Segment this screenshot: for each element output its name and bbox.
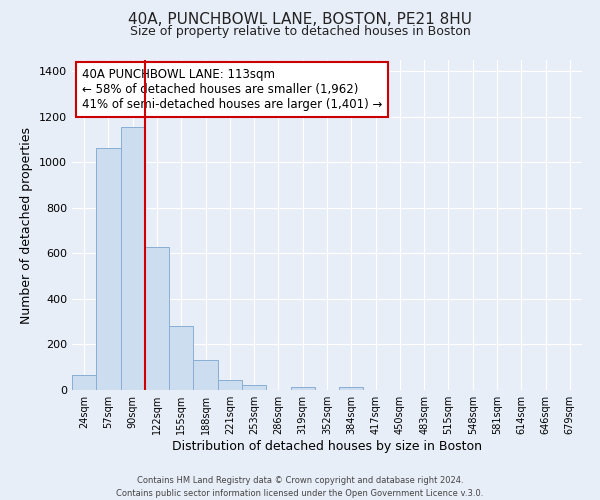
Text: Contains HM Land Registry data © Crown copyright and database right 2024.
Contai: Contains HM Land Registry data © Crown c… xyxy=(116,476,484,498)
Bar xyxy=(193,360,218,390)
Bar xyxy=(242,386,266,390)
Y-axis label: Number of detached properties: Number of detached properties xyxy=(20,126,34,324)
Bar xyxy=(169,326,193,390)
Bar xyxy=(96,148,121,390)
Text: 40A, PUNCHBOWL LANE, BOSTON, PE21 8HU: 40A, PUNCHBOWL LANE, BOSTON, PE21 8HU xyxy=(128,12,472,28)
Bar xyxy=(145,246,169,390)
Text: Size of property relative to detached houses in Boston: Size of property relative to detached ho… xyxy=(130,25,470,38)
Bar xyxy=(339,386,364,390)
X-axis label: Distribution of detached houses by size in Boston: Distribution of detached houses by size … xyxy=(172,440,482,453)
Bar xyxy=(290,386,315,390)
Text: 40A PUNCHBOWL LANE: 113sqm
← 58% of detached houses are smaller (1,962)
41% of s: 40A PUNCHBOWL LANE: 113sqm ← 58% of deta… xyxy=(82,68,383,112)
Bar xyxy=(218,380,242,390)
Bar xyxy=(121,127,145,390)
Bar xyxy=(72,375,96,390)
